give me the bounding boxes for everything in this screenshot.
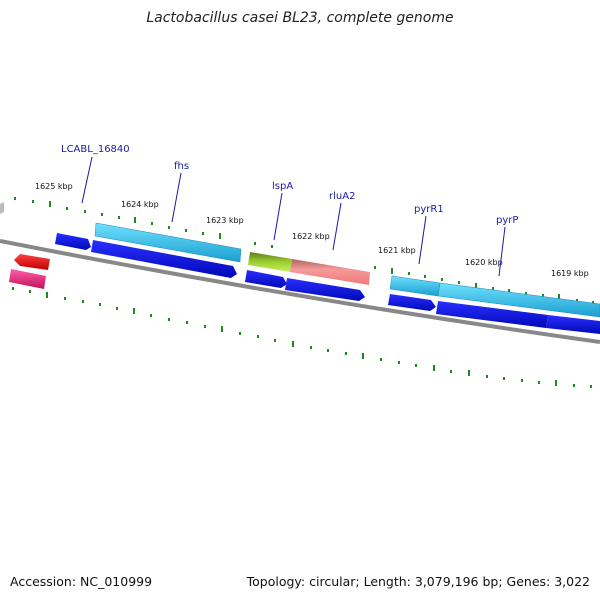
genome-summary: Topology: circular; Length: 3,079,196 bp… [246, 574, 590, 589]
gene-feature-pyrr1[interactable] [389, 275, 441, 297]
gene-feature-pyrp[interactable] [437, 282, 600, 318]
feature-red-arrow[interactable] [14, 254, 50, 270]
genome-backbone-left-stub [0, 202, 4, 214]
gene-label-fhs[interactable]: fhs [174, 161, 189, 172]
gene-label-lspa[interactable]: lspA [272, 181, 293, 192]
upper-tick-row [14, 197, 594, 304]
accession-label: Accession: NC_010999 [10, 574, 153, 589]
cds-feature-pyrr1[interactable] [388, 294, 436, 311]
gene-label-lcabl-16840[interactable]: LCABL_16840 [61, 144, 130, 155]
kbp-label-1624: 1624 kbp [121, 200, 159, 209]
genome-title: Lactobacillus casei BL23, complete genom… [146, 10, 454, 26]
kbp-label-1622: 1622 kbp [292, 232, 330, 241]
kbp-label-1621: 1621 kbp [378, 246, 416, 255]
gene-label-pyrp[interactable]: pyrP [496, 215, 518, 226]
cds-feature-lspa[interactable] [245, 270, 287, 288]
kbp-label-1620: 1620 kbp [465, 258, 503, 267]
gene-feature-fhs[interactable] [94, 222, 242, 263]
cds-feature-lcabl-16840[interactable] [55, 233, 91, 250]
kbp-label-1619: 1619 kbp [551, 269, 589, 278]
lower-tick-row [12, 287, 592, 388]
gene-feature-lspa[interactable] [248, 252, 292, 272]
gene-leader-lines [81, 156, 506, 277]
cds-feature-pyrp[interactable] [436, 301, 548, 328]
cds-feature-right-edge[interactable] [546, 315, 600, 334]
kbp-label-1623: 1623 kbp [206, 216, 244, 225]
kbp-label-1625: 1625 kbp [35, 182, 73, 191]
cds-feature-rlua2[interactable] [285, 278, 365, 301]
feature-pink[interactable] [9, 269, 46, 289]
gene-feature-rlua2[interactable] [290, 259, 370, 285]
genome-backbone [0, 239, 600, 344]
gene-label-rlua2[interactable]: rluA2 [329, 191, 355, 202]
gene-label-pyrr1[interactable]: pyrR1 [414, 204, 444, 215]
cds-feature-fhs[interactable] [91, 240, 237, 278]
